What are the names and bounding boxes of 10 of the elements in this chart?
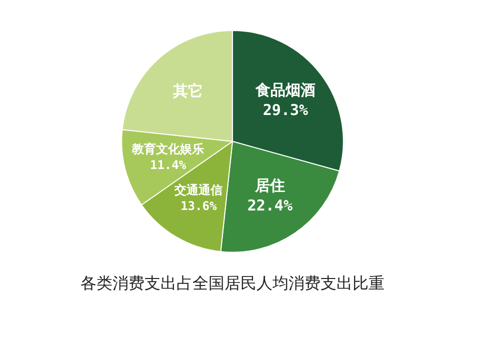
data-label: 22.4% bbox=[247, 196, 292, 214]
data-label: 13.6% bbox=[180, 198, 218, 213]
text: 各类消费支出占全国居民人均消费支出比重 bbox=[80, 274, 384, 293]
slice-label: 交通通信 bbox=[174, 182, 223, 197]
slice-label: 教育文化娱乐 bbox=[131, 142, 204, 156]
slice-label: 居住 bbox=[254, 176, 285, 194]
data-label: 29.3% bbox=[262, 101, 308, 120]
data-label: 11.4% bbox=[150, 158, 187, 172]
slice-label: 其它 bbox=[172, 82, 204, 100]
slice-label: 食品烟酒 bbox=[254, 81, 316, 100]
